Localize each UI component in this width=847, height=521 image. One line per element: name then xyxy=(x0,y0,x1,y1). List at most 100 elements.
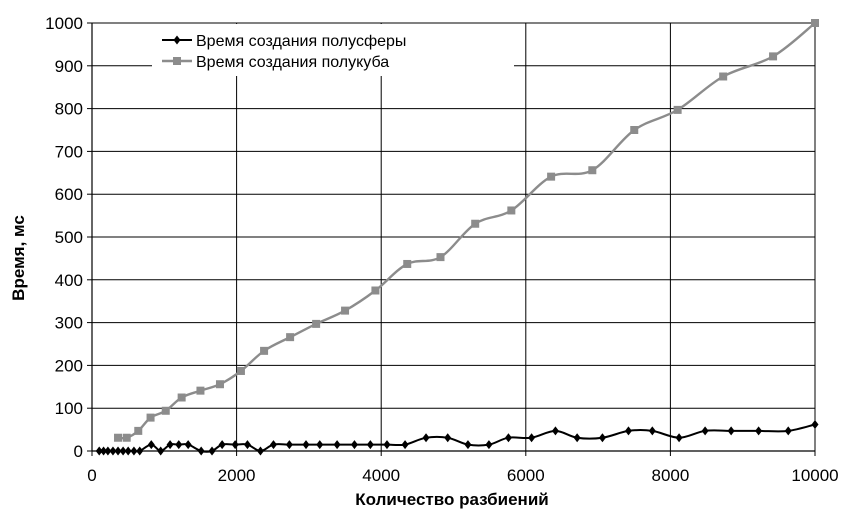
data-point-polusfera-3 xyxy=(109,446,117,456)
data-point-polusfera-28 xyxy=(401,440,409,450)
data-point-polusfera-31 xyxy=(464,440,472,450)
data-point-polukub-22 xyxy=(719,72,728,81)
data-point-polusfera-41 xyxy=(701,426,709,436)
y-tick-label-200: 200 xyxy=(55,356,83,375)
data-point-polusfera-26 xyxy=(366,440,374,450)
legend-marker-shape-0 xyxy=(173,35,181,45)
series-line-polusfera xyxy=(99,423,816,453)
data-point-polusfera-21 xyxy=(285,440,293,450)
y-tick-label-100: 100 xyxy=(55,399,83,418)
data-point-polusfera-1 xyxy=(100,446,108,456)
y-tick-label-400: 400 xyxy=(55,271,83,290)
data-point-polusfera-22 xyxy=(302,440,310,450)
data-point-polukub-0 xyxy=(114,433,123,442)
data-point-polusfera-16 xyxy=(218,440,226,450)
data-point-polusfera-17 xyxy=(231,440,239,450)
data-point-polukub-11 xyxy=(312,319,321,328)
data-point-polukub-5 xyxy=(177,393,186,402)
data-point-polusfera-10 xyxy=(157,446,165,456)
data-point-polusfera-24 xyxy=(333,440,341,450)
data-point-polukub-18 xyxy=(547,172,556,181)
y-tick-label-900: 900 xyxy=(55,57,83,76)
data-point-polusfera-25 xyxy=(350,440,358,450)
data-point-polukub-21 xyxy=(673,105,682,114)
data-point-polukub-12 xyxy=(341,306,350,315)
data-point-polusfera-36 xyxy=(573,433,581,443)
legend: Время создания полусферы Время создания … xyxy=(152,24,514,76)
data-point-polusfera-14 xyxy=(197,446,205,456)
data-point-polusfera-39 xyxy=(648,426,656,436)
data-point-polusfera-0 xyxy=(95,446,103,456)
series-markers xyxy=(95,19,819,456)
data-point-polusfera-20 xyxy=(269,440,277,450)
data-point-polukub-7 xyxy=(215,380,224,389)
data-point-polukub-4 xyxy=(161,406,170,415)
data-point-polukub-1 xyxy=(122,433,131,442)
data-point-polukub-19 xyxy=(588,166,597,175)
y-tick-label-500: 500 xyxy=(55,228,83,247)
data-point-polusfera-27 xyxy=(383,440,391,450)
data-point-polukub-9 xyxy=(260,346,269,355)
y-tick-label-300: 300 xyxy=(55,314,83,333)
x-tick-label-6000: 6000 xyxy=(507,466,545,485)
y-tick-label-600: 600 xyxy=(55,185,83,204)
data-point-polusfera-40 xyxy=(675,433,683,443)
series-line-polukub xyxy=(117,22,816,440)
y-axis-title: Время, мс xyxy=(9,215,28,301)
data-point-polusfera-34 xyxy=(528,433,536,443)
x-axis-title: Количество разбиений xyxy=(355,490,548,509)
data-point-polukub-15 xyxy=(436,253,445,262)
y-tick-labels: 0 100 200 300 400 500 600 700 800 900 1000 xyxy=(45,14,83,461)
data-point-polukub-13 xyxy=(371,286,380,295)
data-point-polusfera-33 xyxy=(504,433,512,443)
data-point-polusfera-18 xyxy=(243,440,251,450)
data-point-polusfera-23 xyxy=(316,440,324,450)
x-tick-label-4000: 4000 xyxy=(362,466,400,485)
legend-marker-shape-1 xyxy=(173,57,181,65)
data-point-polukub-6 xyxy=(196,386,205,395)
data-point-polukub-10 xyxy=(286,333,295,342)
data-point-polusfera-38 xyxy=(624,426,632,436)
data-point-polukub-17 xyxy=(507,206,516,215)
data-point-polusfera-15 xyxy=(208,446,216,456)
data-point-polusfera-35 xyxy=(551,426,559,436)
data-point-polusfera-12 xyxy=(175,440,183,450)
data-point-polusfera-13 xyxy=(184,440,192,450)
data-point-polusfera-2 xyxy=(104,446,112,456)
data-point-polusfera-4 xyxy=(114,446,122,456)
data-point-polukub-2 xyxy=(134,426,143,435)
data-point-polusfera-30 xyxy=(444,433,452,443)
data-point-polusfera-32 xyxy=(485,440,493,450)
data-point-polukub-23 xyxy=(769,52,778,61)
grid-lines xyxy=(92,22,816,451)
data-point-polukub-20 xyxy=(630,126,639,134)
legend-label-polukub: Время создания полукуба xyxy=(196,54,389,71)
data-point-polukub-8 xyxy=(236,366,245,375)
data-point-polusfera-29 xyxy=(422,433,430,443)
y-tick-label-700: 700 xyxy=(55,142,83,161)
data-point-polusfera-5 xyxy=(119,446,127,456)
data-point-polusfera-44 xyxy=(784,426,792,436)
x-tick-label-8000: 8000 xyxy=(651,466,689,485)
data-point-polusfera-37 xyxy=(598,433,606,443)
x-tick-label-10000: 10000 xyxy=(791,466,838,485)
data-point-polusfera-8 xyxy=(136,446,144,456)
y-tick-label-1000: 1000 xyxy=(45,14,83,33)
x-tick-label-0: 0 xyxy=(87,466,96,485)
data-point-polusfera-7 xyxy=(130,446,138,456)
data-point-polusfera-45 xyxy=(811,419,819,429)
data-point-polusfera-6 xyxy=(124,446,132,456)
data-point-polusfera-9 xyxy=(147,440,155,450)
x-tick-label-2000: 2000 xyxy=(218,466,256,485)
data-point-polusfera-11 xyxy=(166,440,174,450)
data-point-polusfera-43 xyxy=(755,426,763,436)
legend-background xyxy=(152,24,514,76)
data-point-polusfera-42 xyxy=(727,426,735,436)
legend-label-polusfera: Время создания полусферы xyxy=(196,33,406,50)
data-point-polukub-14 xyxy=(403,259,412,268)
legend-marker-polusfera xyxy=(173,35,181,45)
legend-marker-polukub xyxy=(173,57,181,65)
data-point-polukub-16 xyxy=(471,219,480,228)
data-point-polusfera-19 xyxy=(256,446,264,456)
